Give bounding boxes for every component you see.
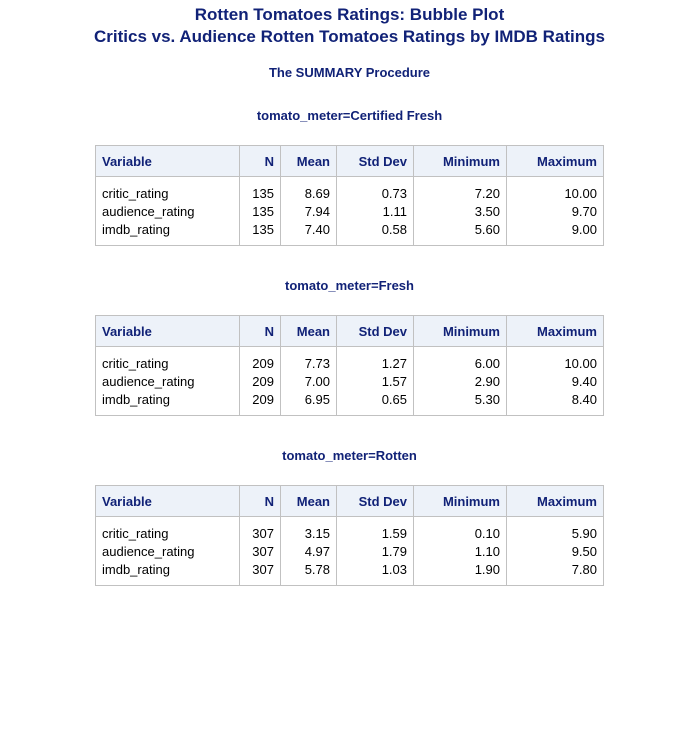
- report-title: Rotten Tomatoes Ratings: Bubble Plot: [194, 5, 505, 24]
- group-certified-fresh: tomato_meter=Certified Fresh Variable N …: [0, 108, 699, 246]
- cell-n: 307: [239, 542, 281, 560]
- table-row: critic_rating 135 8.69 0.73 7.20 10.00: [95, 176, 604, 202]
- summary-table: Variable N Mean Std Dev Minimum Maximum …: [95, 145, 604, 246]
- column-header-maximum: Maximum: [506, 315, 604, 347]
- cell-n: 209: [239, 346, 281, 372]
- cell-maximum: 10.00: [506, 176, 604, 202]
- cell-minimum: 6.00: [413, 346, 507, 372]
- summary-table: Variable N Mean Std Dev Minimum Maximum …: [95, 485, 604, 586]
- column-header-std-dev: Std Dev: [336, 145, 414, 177]
- cell-maximum: 9.70: [506, 202, 604, 220]
- cell-minimum: 3.50: [413, 202, 507, 220]
- cell-mean: 7.73: [280, 346, 337, 372]
- table-row: audience_rating 135 7.94 1.11 3.50 9.70: [95, 202, 604, 220]
- cell-std-dev: 1.03: [336, 560, 414, 586]
- table-header-row: Variable N Mean Std Dev Minimum Maximum: [95, 485, 604, 517]
- table-row: audience_rating 307 4.97 1.79 1.10 9.50: [95, 542, 604, 560]
- cell-variable: critic_rating: [95, 516, 240, 542]
- cell-n: 135: [239, 220, 281, 246]
- cell-maximum: 7.80: [506, 560, 604, 586]
- cell-mean: 7.00: [280, 372, 337, 390]
- cell-variable: critic_rating: [95, 346, 240, 372]
- cell-mean: 8.69: [280, 176, 337, 202]
- group-rotten: tomato_meter=Rotten Variable N Mean Std …: [0, 448, 699, 586]
- cell-variable: audience_rating: [95, 202, 240, 220]
- table-row: imdb_rating 209 6.95 0.65 5.30 8.40: [95, 390, 604, 416]
- column-header-std-dev: Std Dev: [336, 315, 414, 347]
- cell-minimum: 5.60: [413, 220, 507, 246]
- column-header-variable: Variable: [95, 315, 240, 347]
- column-header-minimum: Minimum: [413, 315, 507, 347]
- cell-std-dev: 1.27: [336, 346, 414, 372]
- cell-variable: audience_rating: [95, 372, 240, 390]
- group-fresh: tomato_meter=Fresh Variable N Mean Std D…: [0, 278, 699, 416]
- table-row: critic_rating 209 7.73 1.27 6.00 10.00: [95, 346, 604, 372]
- table-row: imdb_rating 307 5.78 1.03 1.90 7.80: [95, 560, 604, 586]
- report-output: Rotten Tomatoes Ratings: Bubble Plot Cri…: [0, 5, 699, 586]
- cell-n: 209: [239, 390, 281, 416]
- cell-std-dev: 1.79: [336, 542, 414, 560]
- cell-std-dev: 1.11: [336, 202, 414, 220]
- cell-n: 307: [239, 560, 281, 586]
- column-header-variable: Variable: [95, 145, 240, 177]
- table-header-row: Variable N Mean Std Dev Minimum Maximum: [95, 315, 604, 347]
- table-row: critic_rating 307 3.15 1.59 0.10 5.90: [95, 516, 604, 542]
- column-header-minimum: Minimum: [413, 145, 507, 177]
- cell-maximum: 5.90: [506, 516, 604, 542]
- cell-std-dev: 1.57: [336, 372, 414, 390]
- cell-minimum: 0.10: [413, 516, 507, 542]
- cell-mean: 7.94: [280, 202, 337, 220]
- column-header-maximum: Maximum: [506, 145, 604, 177]
- column-header-mean: Mean: [280, 485, 337, 517]
- cell-maximum: 9.40: [506, 372, 604, 390]
- table-row: audience_rating 209 7.00 1.57 2.90 9.40: [95, 372, 604, 390]
- column-header-variable: Variable: [95, 485, 240, 517]
- cell-mean: 4.97: [280, 542, 337, 560]
- cell-minimum: 5.30: [413, 390, 507, 416]
- column-header-mean: Mean: [280, 145, 337, 177]
- table-row: imdb_rating 135 7.40 0.58 5.60 9.00: [95, 220, 604, 246]
- cell-variable: imdb_rating: [95, 560, 240, 586]
- cell-variable: audience_rating: [95, 542, 240, 560]
- report-subtitle: Critics vs. Audience Rotten Tomatoes Rat…: [93, 27, 606, 46]
- cell-variable: critic_rating: [95, 176, 240, 202]
- cell-mean: 6.95: [280, 390, 337, 416]
- cell-variable: imdb_rating: [95, 220, 240, 246]
- column-header-n: N: [239, 145, 281, 177]
- cell-variable: imdb_rating: [95, 390, 240, 416]
- column-header-maximum: Maximum: [506, 485, 604, 517]
- column-header-n: N: [239, 315, 281, 347]
- cell-n: 209: [239, 372, 281, 390]
- cell-maximum: 9.00: [506, 220, 604, 246]
- byline: tomato_meter=Fresh: [285, 278, 414, 293]
- column-header-std-dev: Std Dev: [336, 485, 414, 517]
- cell-n: 135: [239, 202, 281, 220]
- cell-std-dev: 0.65: [336, 390, 414, 416]
- cell-maximum: 9.50: [506, 542, 604, 560]
- cell-std-dev: 1.59: [336, 516, 414, 542]
- cell-n: 307: [239, 516, 281, 542]
- column-header-n: N: [239, 485, 281, 517]
- cell-mean: 7.40: [280, 220, 337, 246]
- procedure-title: The SUMMARY Procedure: [268, 65, 431, 80]
- cell-minimum: 1.10: [413, 542, 507, 560]
- column-header-mean: Mean: [280, 315, 337, 347]
- cell-mean: 5.78: [280, 560, 337, 586]
- table-header-row: Variable N Mean Std Dev Minimum Maximum: [95, 145, 604, 177]
- cell-minimum: 2.90: [413, 372, 507, 390]
- cell-minimum: 7.20: [413, 176, 507, 202]
- cell-std-dev: 0.73: [336, 176, 414, 202]
- cell-mean: 3.15: [280, 516, 337, 542]
- cell-n: 135: [239, 176, 281, 202]
- byline: tomato_meter=Certified Fresh: [256, 108, 443, 123]
- cell-maximum: 10.00: [506, 346, 604, 372]
- cell-minimum: 1.90: [413, 560, 507, 586]
- cell-std-dev: 0.58: [336, 220, 414, 246]
- summary-table: Variable N Mean Std Dev Minimum Maximum …: [95, 315, 604, 416]
- byline: tomato_meter=Rotten: [282, 448, 417, 463]
- cell-maximum: 8.40: [506, 390, 604, 416]
- column-header-minimum: Minimum: [413, 485, 507, 517]
